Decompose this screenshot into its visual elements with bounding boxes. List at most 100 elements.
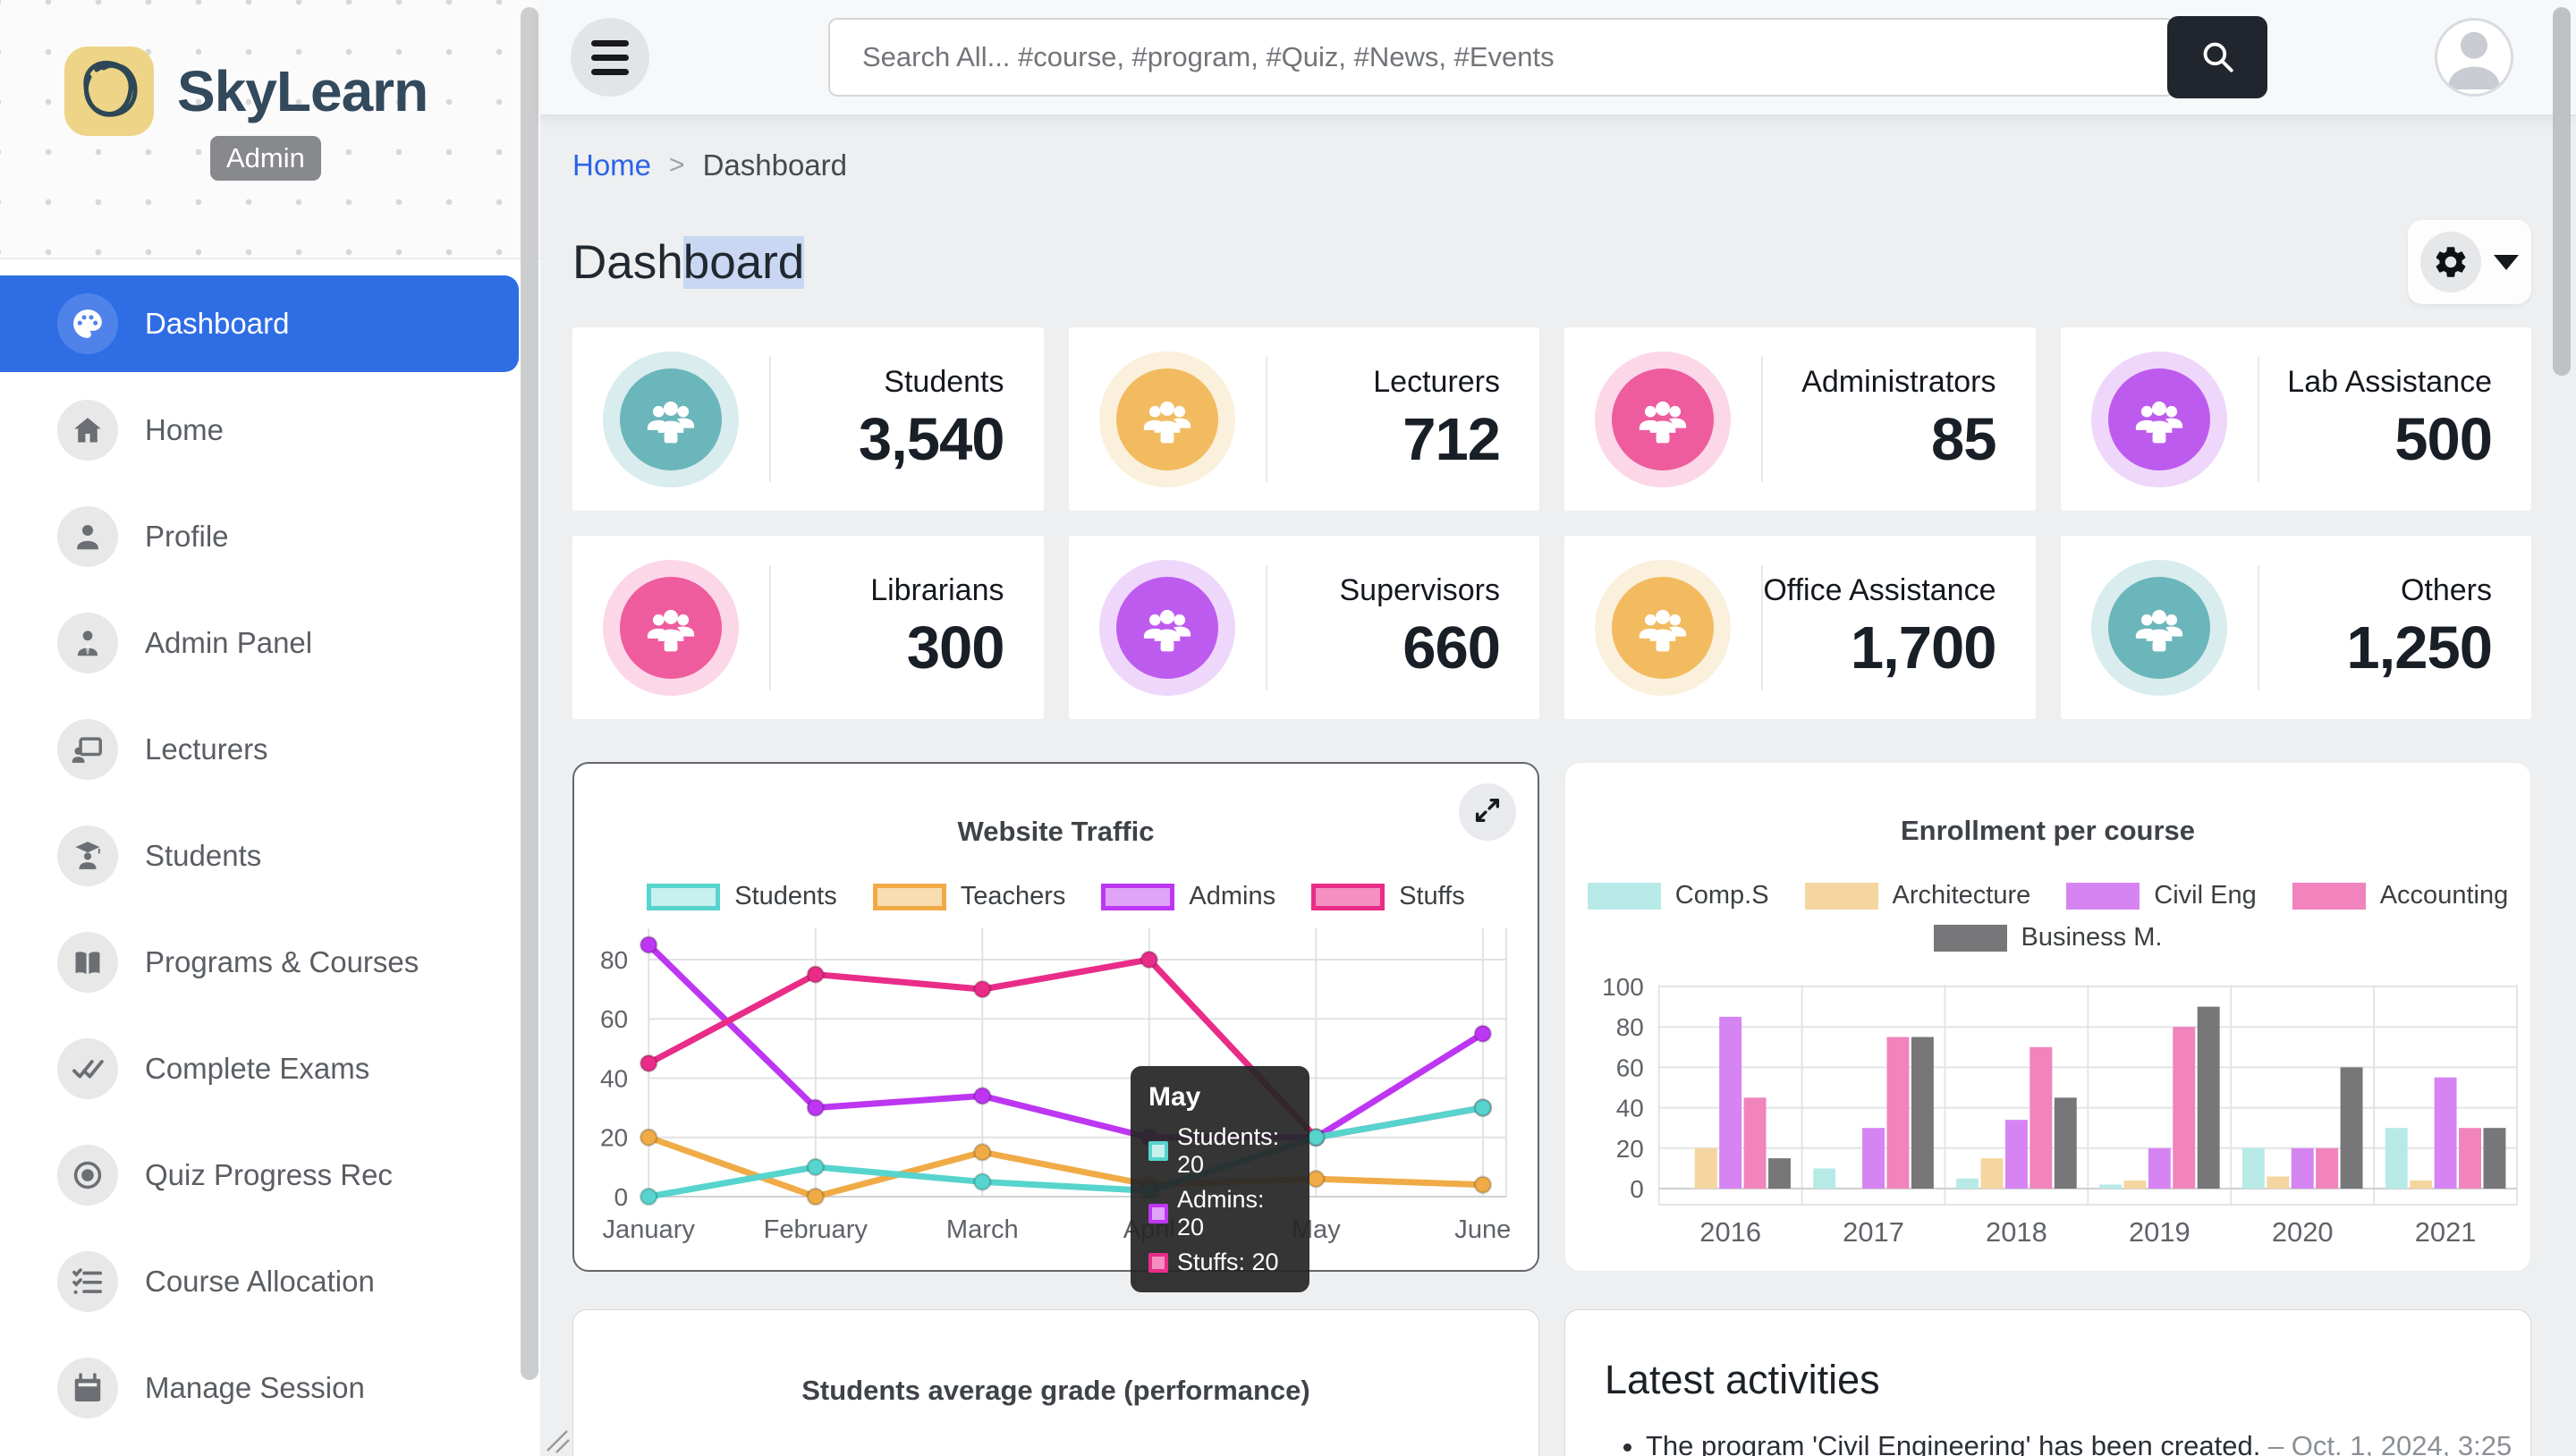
svg-text:0: 0 (1630, 1175, 1644, 1203)
chart-title: Students average grade (performance) (801, 1375, 1310, 1406)
stat-value: 85 (1930, 405, 1997, 473)
menu-toggle-button[interactable] (571, 18, 649, 97)
divider (1265, 356, 1267, 482)
legend-item-teachers[interactable]: Teachers (872, 882, 1066, 911)
legend-label: Comp.S (1674, 881, 1769, 910)
stat-card-lab-assistance: Lab Assistance 500 (2060, 327, 2531, 511)
stat-card-others: Others 1,250 (2060, 536, 2531, 719)
svg-text:2021: 2021 (2415, 1216, 2477, 1248)
sidebar-item-label: Complete Exams (145, 1052, 370, 1085)
enrollment-card: Enrollment per course Comp.S Architecture… (1564, 762, 2531, 1272)
page-scrollbar[interactable] (2553, 7, 2571, 376)
tooltip-row-students: Students: 20 (1148, 1123, 1292, 1179)
skylearn-logo-icon (64, 47, 154, 136)
sidebar-item-lecturers[interactable]: Lecturers (0, 701, 519, 798)
sidebar-item-label: Programs & Courses (145, 945, 419, 978)
sidebar-item-dashboard[interactable]: Dashboard (0, 275, 519, 372)
legend-item-students[interactable]: Students (647, 882, 837, 911)
legend-label: Teachers (960, 882, 1066, 910)
sidebar-item-label: Home (145, 413, 225, 446)
divider (769, 356, 771, 482)
svg-text:February: February (764, 1215, 869, 1244)
svg-text:2020: 2020 (2272, 1216, 2334, 1248)
legend-swatch (647, 883, 721, 910)
brand-name: SkyLearn (177, 59, 428, 123)
settings-dropdown-button[interactable] (2408, 220, 2531, 304)
search-input[interactable] (828, 18, 2174, 97)
sidebar-item-course-allocation[interactable]: Course Allocation (0, 1233, 519, 1330)
activity-item: The program 'Civil Engineering' has been… (1646, 1430, 2530, 1456)
sidebar-item-label: Lecturers (145, 732, 268, 766)
legend-item-accounting[interactable]: Accounting (2292, 881, 2508, 910)
sidebar-item-quiz-progress-rec[interactable]: Quiz Progress Rec (0, 1127, 519, 1223)
sidebar-nav: Dashboard Home Profile Admin Panel Lecturers… (0, 259, 540, 1436)
stat-label: Students (884, 364, 1004, 399)
group-icon (1595, 351, 1731, 487)
chart-tooltip: May Students: 20 Admins: 20 Stuffs: 20 (1131, 1066, 1309, 1292)
legend-swatch (2292, 882, 2366, 910)
legend-item-business-m[interactable]: Business M. (1933, 923, 2163, 952)
legend-item-comp-s[interactable]: Comp.S (1587, 881, 1769, 910)
stat-card-lecturers: Lecturers 712 (1068, 327, 1539, 511)
breadcrumb-home-link[interactable]: Home (572, 148, 652, 182)
svg-text:20: 20 (600, 1124, 628, 1152)
legend-item-stuffs[interactable]: Stuffs (1311, 882, 1465, 911)
sidebar-item-label: Profile (145, 520, 229, 553)
resize-grip-icon[interactable] (544, 1427, 571, 1454)
legend-item-admins[interactable]: Admins (1101, 882, 1275, 911)
sidebar-item-label: Admin Panel (145, 626, 313, 659)
sidebar-item-manage-session[interactable]: Manage Session (0, 1340, 519, 1436)
text-selection: board (682, 235, 805, 289)
legend-swatch (1311, 883, 1385, 910)
svg-text:80: 80 (600, 946, 628, 974)
breadcrumb-current: Dashboard (702, 148, 848, 182)
user-avatar[interactable] (2435, 18, 2513, 97)
enrollment-legend-row1: Comp.S Architecture Civil Eng Accounting (1565, 881, 2530, 910)
person-icon (2437, 21, 2511, 94)
stat-card-students: Students 3,540 (572, 327, 1044, 511)
legend-swatch (2066, 882, 2140, 910)
activity-text: The program 'Civil Engineering' has been… (1646, 1430, 2261, 1456)
search-form (828, 16, 2267, 98)
legend-item-architecture[interactable]: Architecture (1804, 881, 2030, 910)
expand-icon (1472, 795, 1503, 830)
sidebar-item-profile[interactable]: Profile (0, 488, 519, 585)
tooltip-title: May (1148, 1082, 1201, 1112)
activities-list: The program 'Civil Engineering' has been… (1646, 1430, 2530, 1456)
sidebar-item-label: Course Allocation (145, 1265, 375, 1298)
legend-label: Business M. (2021, 923, 2163, 952)
latest-activities-card: Latest activities The program 'Civil Eng… (1564, 1309, 2531, 1456)
divider (2257, 564, 2259, 690)
admin-panel-icon (57, 613, 118, 673)
sidebar-item-home[interactable]: Home (0, 382, 519, 478)
double-check-icon (57, 1038, 118, 1099)
sidebar-item-programs-courses[interactable]: Programs & Courses (0, 914, 519, 1011)
stat-value: 300 (906, 614, 1005, 681)
calendar-icon (57, 1358, 118, 1418)
search-icon (2199, 38, 2236, 78)
stat-value: 660 (1402, 614, 1501, 681)
svg-text:100: 100 (1602, 978, 1644, 1001)
activities-title: Latest activities (1605, 1357, 1880, 1402)
chart-title: Website Traffic (957, 816, 1155, 847)
sidebar-item-students[interactable]: Students (0, 808, 519, 904)
legend-item-civil-eng[interactable]: Civil Eng (2066, 881, 2257, 910)
stats-grid: Students 3,540 Lecturers 712 Administrators 8… (572, 327, 2531, 719)
svg-text:80: 80 (1616, 1013, 1644, 1041)
sidebar-item-admin-panel[interactable]: Admin Panel (0, 595, 519, 691)
website-traffic-card: Website Traffic Students Teachers Admins St… (572, 762, 1539, 1292)
stat-label: Librarians (870, 572, 1004, 607)
group-icon (603, 559, 739, 696)
svg-text:0: 0 (614, 1183, 629, 1211)
legend-swatch (1804, 882, 1878, 910)
sidebar-item-complete-exams[interactable]: Complete Exams (0, 1020, 519, 1117)
sidebar: SkyLearn Admin Dashboard Home Profile Admin… (0, 0, 570, 1456)
sidebar-scrollbar[interactable] (521, 7, 538, 1380)
svg-text:60: 60 (1616, 1054, 1644, 1081)
legend-label: Admins (1189, 882, 1276, 910)
search-button[interactable] (2167, 16, 2267, 98)
svg-text:2017: 2017 (1843, 1216, 1904, 1248)
stat-value: 1,700 (1850, 614, 1997, 681)
expand-chart-button[interactable] (1459, 783, 1516, 841)
